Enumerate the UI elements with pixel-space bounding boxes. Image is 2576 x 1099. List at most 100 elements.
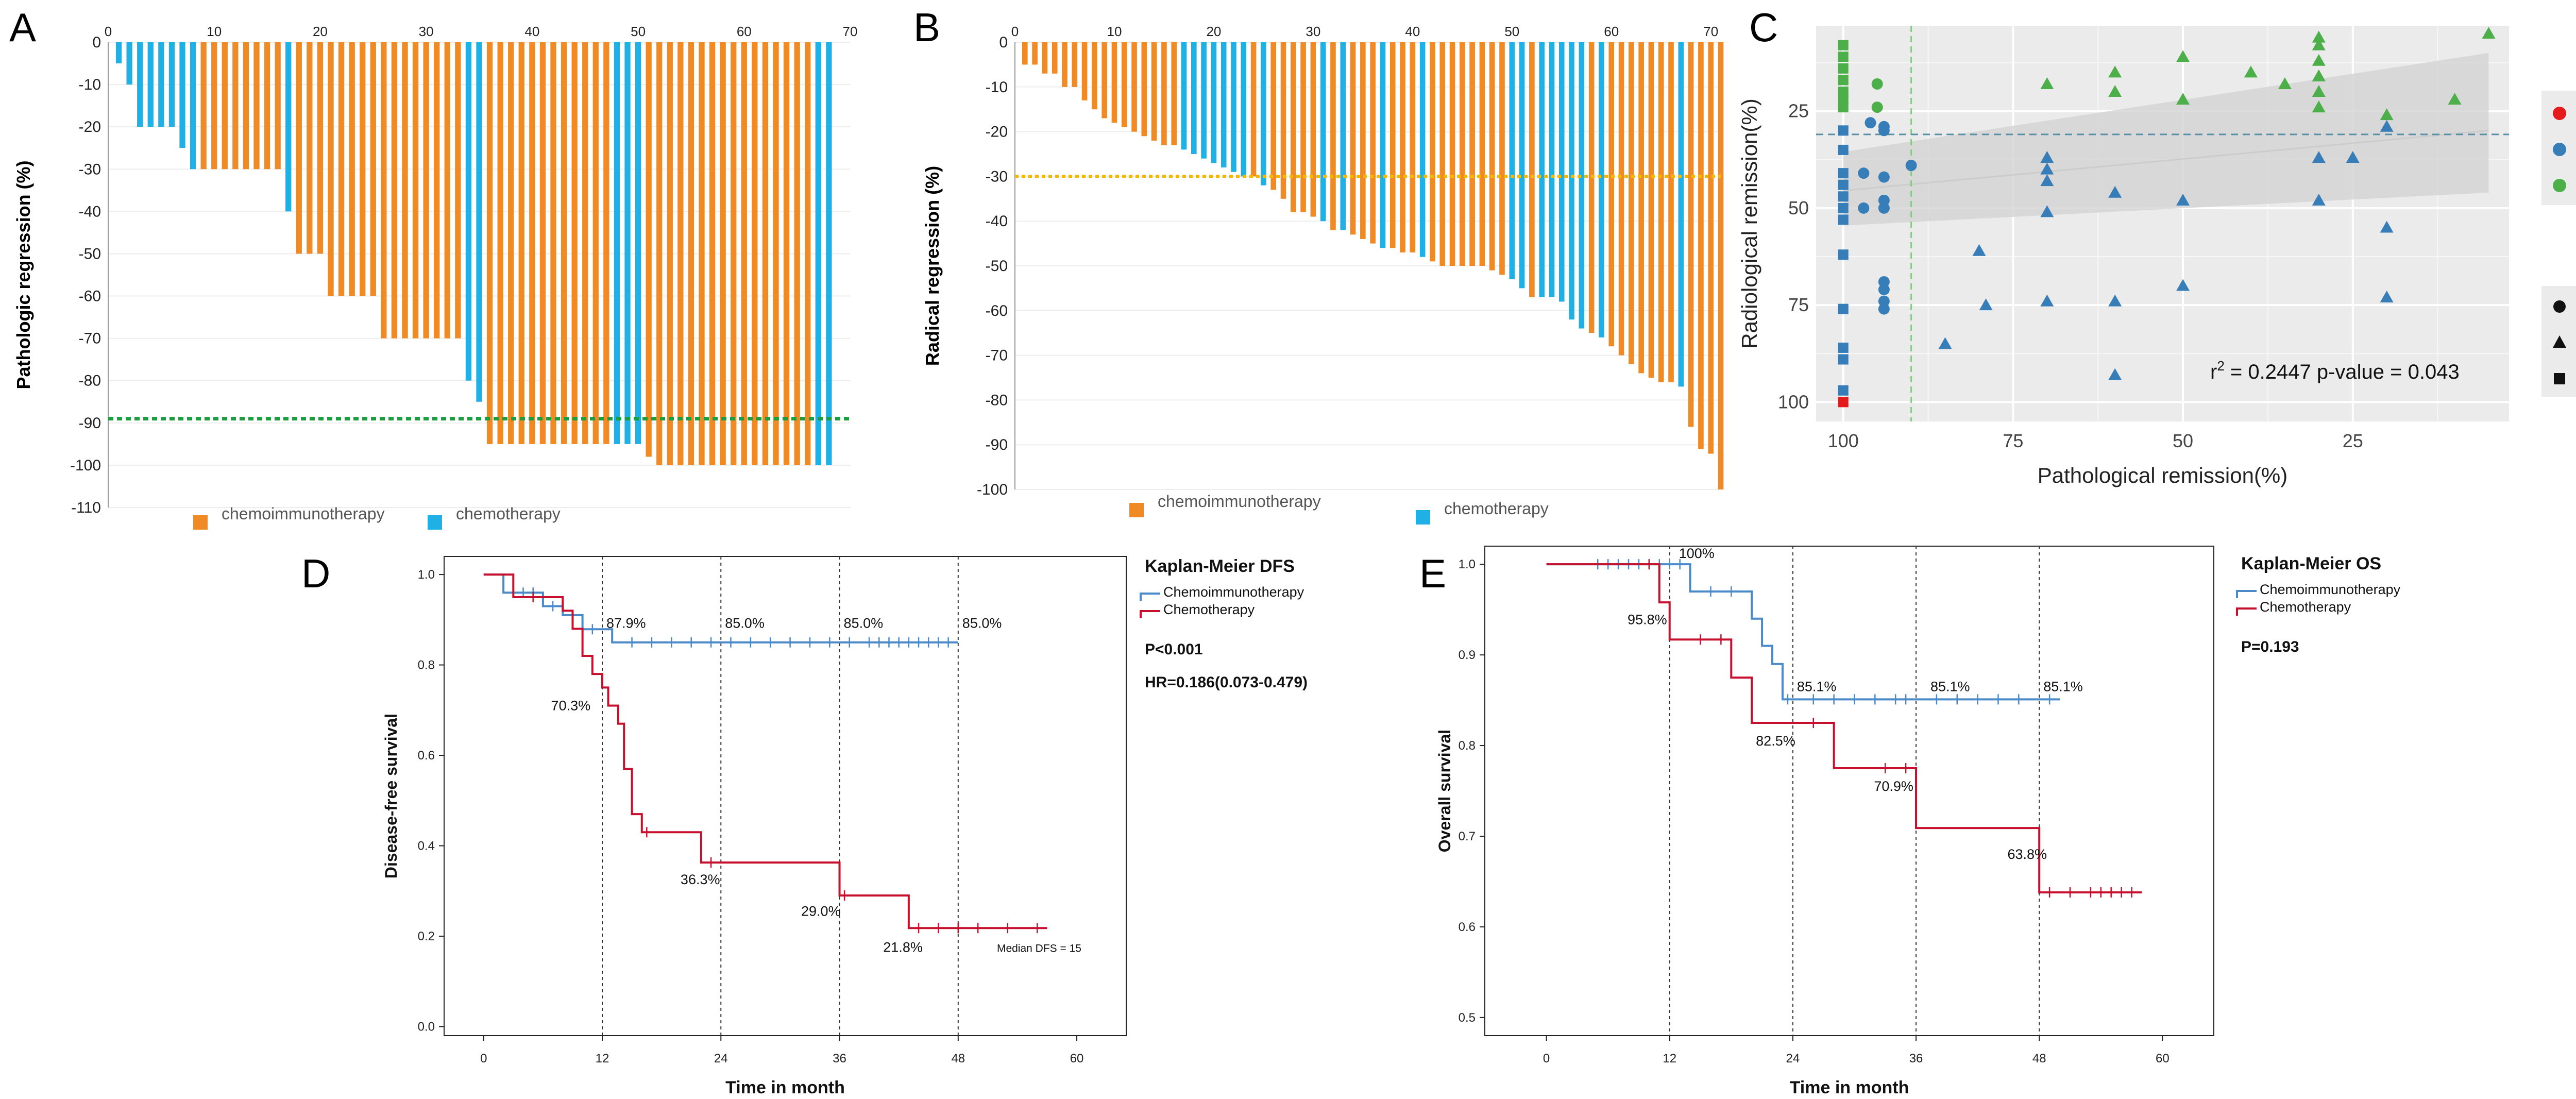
x-tick-label: 36 bbox=[1909, 1052, 1923, 1066]
y-tick-label: -50 bbox=[986, 258, 1008, 275]
point-pcr bbox=[1838, 354, 1849, 365]
legend-line bbox=[2236, 590, 2257, 598]
x-tick-label: 0 bbox=[1011, 24, 1019, 39]
y-tick-label: 0.8 bbox=[1459, 739, 1476, 753]
x-tick-label: 60 bbox=[2156, 1052, 2170, 1066]
x-tick-label: 0 bbox=[480, 1052, 487, 1066]
point-non-mpr bbox=[2312, 38, 2326, 50]
y-tick-label: -60 bbox=[986, 302, 1008, 319]
point-non-mpr bbox=[2312, 54, 2326, 66]
point-non-mpr bbox=[2108, 85, 2122, 97]
x-tick-label: 70 bbox=[1703, 24, 1718, 39]
y-axis-label: Disease-free survival bbox=[382, 714, 400, 878]
point-non-mpr bbox=[2312, 85, 2326, 97]
point-mpr bbox=[1865, 117, 1876, 129]
survival-label: 85.1% bbox=[1797, 679, 1837, 694]
x-axis-label: Pathological remission(%) bbox=[2038, 463, 2288, 487]
legend-label-chemoimmunotherapy: chemoimmunotherapy bbox=[1158, 492, 1321, 511]
point-non-mpr bbox=[2040, 151, 2054, 163]
point-mpr bbox=[1878, 194, 1890, 206]
bar bbox=[603, 42, 609, 444]
x-tick-label: 30 bbox=[419, 24, 434, 39]
point-pcr bbox=[1838, 63, 1849, 74]
point-pcr bbox=[1838, 75, 1849, 86]
point-pcr bbox=[1838, 179, 1849, 190]
bar bbox=[1181, 42, 1187, 150]
panel-letter: E bbox=[1419, 551, 1446, 596]
x-tick-label: 30 bbox=[1306, 24, 1320, 39]
bar bbox=[815, 42, 821, 465]
bar bbox=[1052, 42, 1058, 74]
point-non-mpr bbox=[2040, 174, 2054, 187]
survival-label: 95.8% bbox=[1628, 612, 1667, 627]
bar bbox=[1032, 42, 1038, 65]
point-non-mpr bbox=[2278, 77, 2292, 89]
bar bbox=[1370, 42, 1376, 244]
bar bbox=[1549, 42, 1555, 297]
bar bbox=[1270, 42, 1276, 190]
survival-label: 63.8% bbox=[2007, 847, 2047, 862]
x-tick-label: 48 bbox=[951, 1052, 965, 1066]
y-tick-label: -90 bbox=[79, 415, 101, 432]
panel-c: C 100 75 50 25 25 50 75 100 r2 = 0.2447 p-value =… bbox=[1737, 5, 2576, 487]
legend-swatch-chemotherapy bbox=[1416, 510, 1430, 525]
y-tick-label: -70 bbox=[986, 347, 1008, 364]
bar bbox=[635, 42, 641, 444]
survival-label: 36.3% bbox=[681, 872, 720, 887]
bar bbox=[1320, 42, 1326, 222]
point-non-mpr bbox=[2482, 27, 2496, 39]
panel-d: D 0 12 24 36 48 60 0.0 0.2 0.4 0.6 0.8 1.0 87.9% 85.0%… bbox=[301, 551, 1308, 1097]
x-tick-label: 75 bbox=[2003, 430, 2023, 451]
legend-color-marker bbox=[2553, 107, 2566, 120]
y-tick-label: 0.8 bbox=[418, 658, 435, 672]
bar bbox=[1509, 42, 1515, 280]
y-tick-label: -110 bbox=[71, 499, 101, 516]
bar bbox=[518, 42, 524, 444]
bar bbox=[1111, 42, 1117, 123]
stat-text: HR=0.186(0.073-0.479) bbox=[1145, 674, 1308, 691]
point-non-mpr bbox=[2176, 193, 2190, 206]
survival-label: 82.5% bbox=[1756, 733, 1795, 749]
y-tick-label: 1.0 bbox=[1459, 557, 1476, 571]
legend-color-marker bbox=[2553, 143, 2566, 156]
bar bbox=[412, 42, 419, 339]
bar bbox=[582, 42, 588, 444]
panel-b: B 0 -10 -20 -30 -40 -50 -60 -70 -80 -90 -100 0 10 20 30… bbox=[913, 5, 1724, 525]
bar bbox=[624, 42, 631, 444]
x-axis-label: Time in month bbox=[725, 1078, 845, 1097]
x-tick-label: 40 bbox=[524, 24, 539, 39]
survival-label: 85.0% bbox=[844, 616, 884, 631]
bar bbox=[126, 42, 132, 85]
y-tick-label: 0.6 bbox=[1459, 920, 1476, 934]
bar bbox=[731, 42, 737, 465]
bar bbox=[752, 42, 758, 465]
bar bbox=[592, 42, 599, 444]
point-non-mpr bbox=[2108, 368, 2122, 380]
legend-shape-circle bbox=[2553, 300, 2566, 313]
bar bbox=[1101, 42, 1107, 119]
survival-curve-chemotherapy bbox=[483, 573, 1047, 929]
bar bbox=[1231, 42, 1236, 172]
bar bbox=[720, 42, 726, 465]
point-non-mpr bbox=[2108, 65, 2122, 78]
bar bbox=[1410, 42, 1416, 252]
bar bbox=[1529, 42, 1535, 297]
legend-shape-triangle bbox=[2553, 335, 2566, 348]
y-tick-label: 0.4 bbox=[418, 839, 435, 853]
y-tick-label: -100 bbox=[70, 457, 101, 474]
x-tick-label: 20 bbox=[313, 24, 328, 39]
bar bbox=[1599, 42, 1604, 337]
y-axis-label: Radical regression (%) bbox=[922, 166, 943, 366]
x-tick-label: 48 bbox=[2032, 1052, 2046, 1066]
y-tick-label: -10 bbox=[79, 76, 101, 93]
bar bbox=[1638, 42, 1644, 374]
bar bbox=[115, 42, 122, 64]
point-non-mpr bbox=[2108, 294, 2122, 307]
y-tick-label: 0.5 bbox=[1459, 1011, 1476, 1025]
survival-curve-chemoimmunotherapy bbox=[483, 573, 958, 644]
point-non-mpr bbox=[2108, 185, 2122, 198]
bar bbox=[1211, 42, 1217, 163]
x-axis-label: Time in month bbox=[1790, 1078, 1909, 1097]
bar bbox=[349, 42, 355, 296]
